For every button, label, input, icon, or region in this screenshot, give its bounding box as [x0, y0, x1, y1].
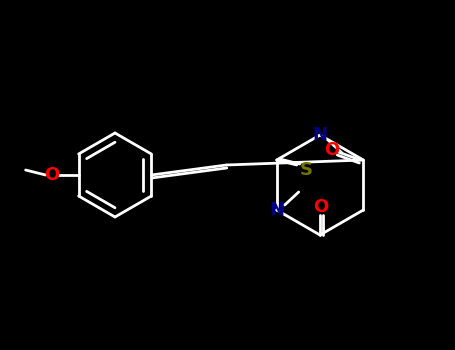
Text: O: O	[324, 141, 339, 159]
Text: N: N	[269, 201, 284, 219]
Text: S: S	[300, 161, 313, 179]
Text: N: N	[313, 126, 328, 144]
Text: O: O	[313, 198, 329, 216]
Text: O: O	[44, 166, 59, 184]
